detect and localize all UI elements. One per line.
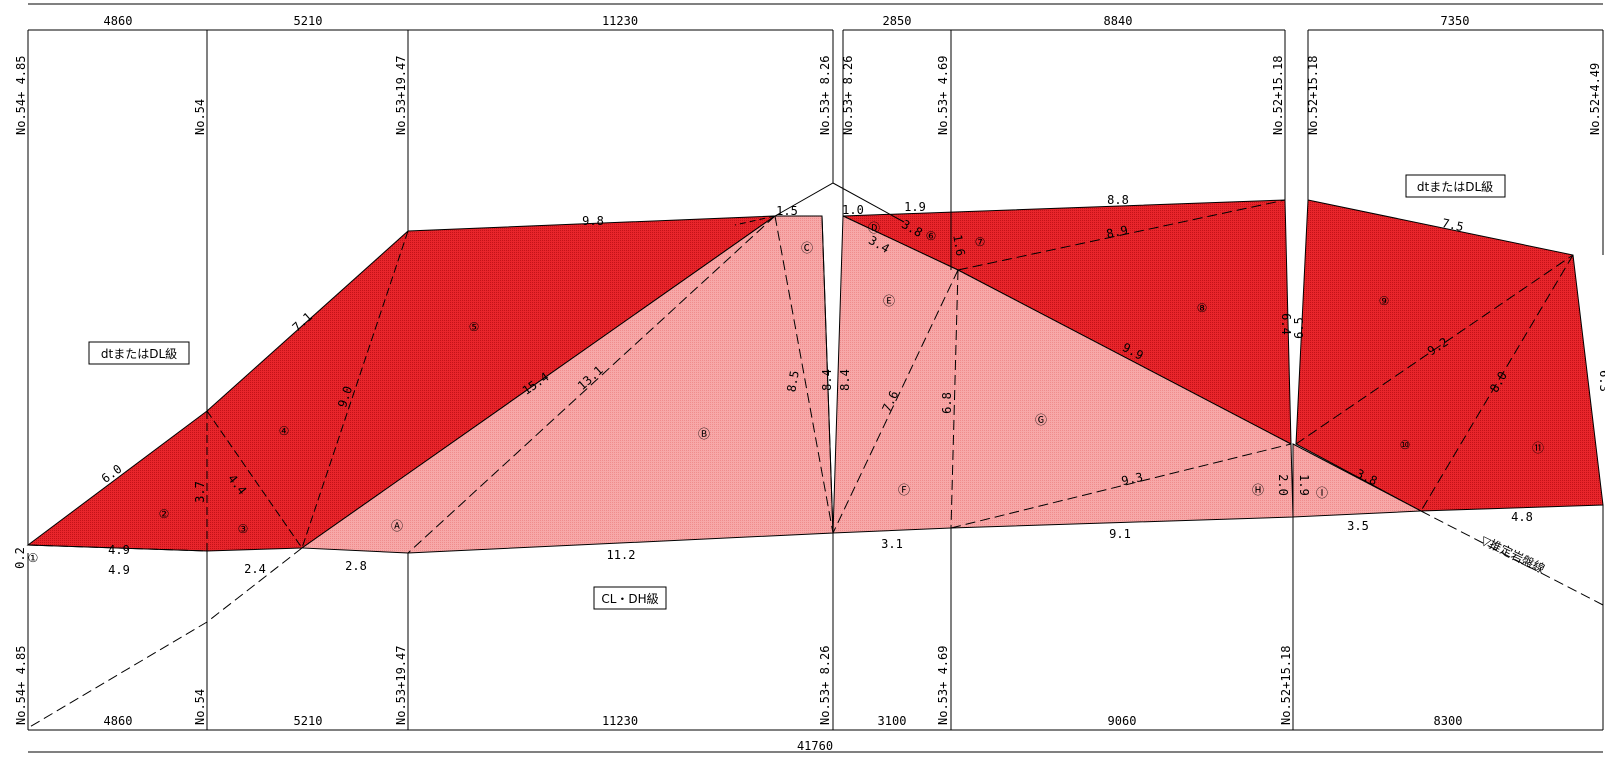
region-E: Ⓔ <box>883 294 895 308</box>
region-C: Ⓒ <box>801 241 813 255</box>
bottom-dimensions: 4860 5210 11230 3100 9060 8300 41760 <box>104 714 1463 753</box>
region-10: ⑩ <box>1400 438 1411 452</box>
station-label: No.53+19.47 <box>394 56 408 135</box>
top-dim-5: 8840 <box>1104 14 1133 28</box>
station-label: No.53+ 4.69 <box>936 56 950 135</box>
segment-length: 1.0 <box>842 203 864 217</box>
region-3: ③ <box>238 522 249 536</box>
region-labels: ① ② ③ ④ ⑤ ⑥ ⑦ ⑧ ⑨ ⑩ ⑪ Ⓐ Ⓑ Ⓒ Ⓓ Ⓔ Ⓕ Ⓖ Ⓗ Ⓘ <box>28 221 1544 565</box>
station-label: No.54+ 4.85 <box>14 56 28 135</box>
top-dim-4: 2850 <box>883 14 912 28</box>
region-2: ② <box>159 507 170 521</box>
segment-length: 9.0 <box>335 384 355 409</box>
station-label: No.53+ 8.26 <box>818 646 832 725</box>
overall-dimension: 41760 <box>797 739 833 753</box>
segment-length: 9.1 <box>1109 527 1131 541</box>
bottom-dim-3: 11230 <box>602 714 638 728</box>
segment-length: 1.5 <box>776 204 798 218</box>
segment-length: 9.8 <box>582 214 604 228</box>
region-I: Ⓘ <box>1316 486 1328 500</box>
bottom-dim-6: 8300 <box>1434 714 1463 728</box>
bottom-dim-2: 5210 <box>294 714 323 728</box>
region-G: Ⓖ <box>1035 413 1047 427</box>
top-dim-1: 4860 <box>104 14 133 28</box>
top-dim-3: 11230 <box>602 14 638 28</box>
station-label: No.53+ 4.69 <box>936 646 950 725</box>
segment-length: 8.8 <box>1107 193 1129 207</box>
segment-length: 2.8 <box>345 559 367 573</box>
region-A: Ⓐ <box>391 519 403 533</box>
bottom-dim-4: 3100 <box>878 714 907 728</box>
segment-length: 3.1 <box>881 537 903 551</box>
region-D: Ⓓ <box>868 221 880 235</box>
region-F: Ⓕ <box>898 483 910 497</box>
region-8: ⑧ <box>1197 301 1208 315</box>
rock-label-right: dtまたはDL級 <box>1417 180 1493 194</box>
region-9: ⑨ <box>1379 294 1390 308</box>
dimension-lines <box>28 3 1603 753</box>
rock-line-label: ▽推定岩盤線 <box>1479 532 1548 576</box>
station-label: No.54 <box>193 689 207 725</box>
bottom-station-labels: No.54+ 4.85 No.54 No.53+19.47 No.53+ 8.2… <box>14 646 1293 725</box>
dt-dl-zone <box>26 199 1604 552</box>
segment-length: 1.6 <box>950 233 968 257</box>
segment-length: 3.7 <box>193 481 207 503</box>
station-label: No.52+15.18 <box>1279 646 1293 725</box>
segment-length: 4.9 <box>108 543 130 557</box>
segment-length: 8.4 <box>838 369 852 391</box>
segment-length: 7.5 <box>1441 216 1465 234</box>
top-station-labels: No.54+ 4.85 No.54 No.53+19.47 No.53+ 8.2… <box>14 56 1602 135</box>
region-B: Ⓑ <box>698 427 710 441</box>
station-label: No.52+4.49 <box>1588 63 1602 135</box>
station-label: No.53+ 8.26 <box>818 56 832 135</box>
segment-length: 4.8 <box>1511 510 1533 524</box>
segment-length: 2.4 <box>244 562 266 576</box>
segment-length: 4.9 <box>108 563 130 577</box>
segment-length: 11.2 <box>607 548 636 562</box>
zone-right-red <box>1295 199 1604 512</box>
region-7: ⑦ <box>975 235 986 249</box>
zone-right-pink <box>1292 443 1423 518</box>
segment-length: 6.4 <box>1279 313 1293 335</box>
segment-length: 1.9 <box>1297 474 1311 496</box>
segment-length: 3.5 <box>1347 519 1369 533</box>
station-label: No.54 <box>193 99 207 135</box>
station-label: No.54+ 4.85 <box>14 646 28 725</box>
station-label: No.53+ 8.26 <box>841 56 855 135</box>
rock-label-bottom: CL・DH級 <box>601 592 658 606</box>
bottom-dim-1: 4860 <box>104 714 133 728</box>
segment-length: 8.5 <box>784 369 802 393</box>
station-label: No.52+15.18 <box>1306 56 1320 135</box>
segment-length: 0.2 <box>13 547 27 569</box>
station-lines <box>27 30 1604 730</box>
region-11: ⑪ <box>1532 441 1544 455</box>
segment-length: 9.3 <box>1120 470 1144 488</box>
segment-length: 1.9 <box>904 200 926 214</box>
segment-length: 6.8 <box>940 392 954 414</box>
segment-length: 2.0 <box>1276 474 1290 496</box>
top-dim-6: 7350 <box>1441 14 1470 28</box>
region-6: ⑥ <box>926 229 937 243</box>
top-dim-2: 5210 <box>294 14 323 28</box>
station-label: No.53+19.47 <box>394 646 408 725</box>
region-1: ① <box>28 551 39 565</box>
region-H: Ⓗ <box>1252 483 1264 497</box>
region-4: ④ <box>279 424 290 438</box>
station-label: No.52+15.18 <box>1271 56 1285 135</box>
segment-length: 6.5 <box>1292 317 1306 339</box>
rock-label-left: dtまたはDL級 <box>101 347 177 361</box>
top-dimensions: 4860 5210 11230 2850 8840 7350 <box>104 14 1470 28</box>
segment-length: 6.3 <box>1597 370 1605 392</box>
segment-length: 8.4 <box>820 369 834 391</box>
region-5: ⑤ <box>469 320 480 334</box>
segment-length: 8.9 <box>1105 223 1129 241</box>
bottom-dim-5: 9060 <box>1108 714 1137 728</box>
